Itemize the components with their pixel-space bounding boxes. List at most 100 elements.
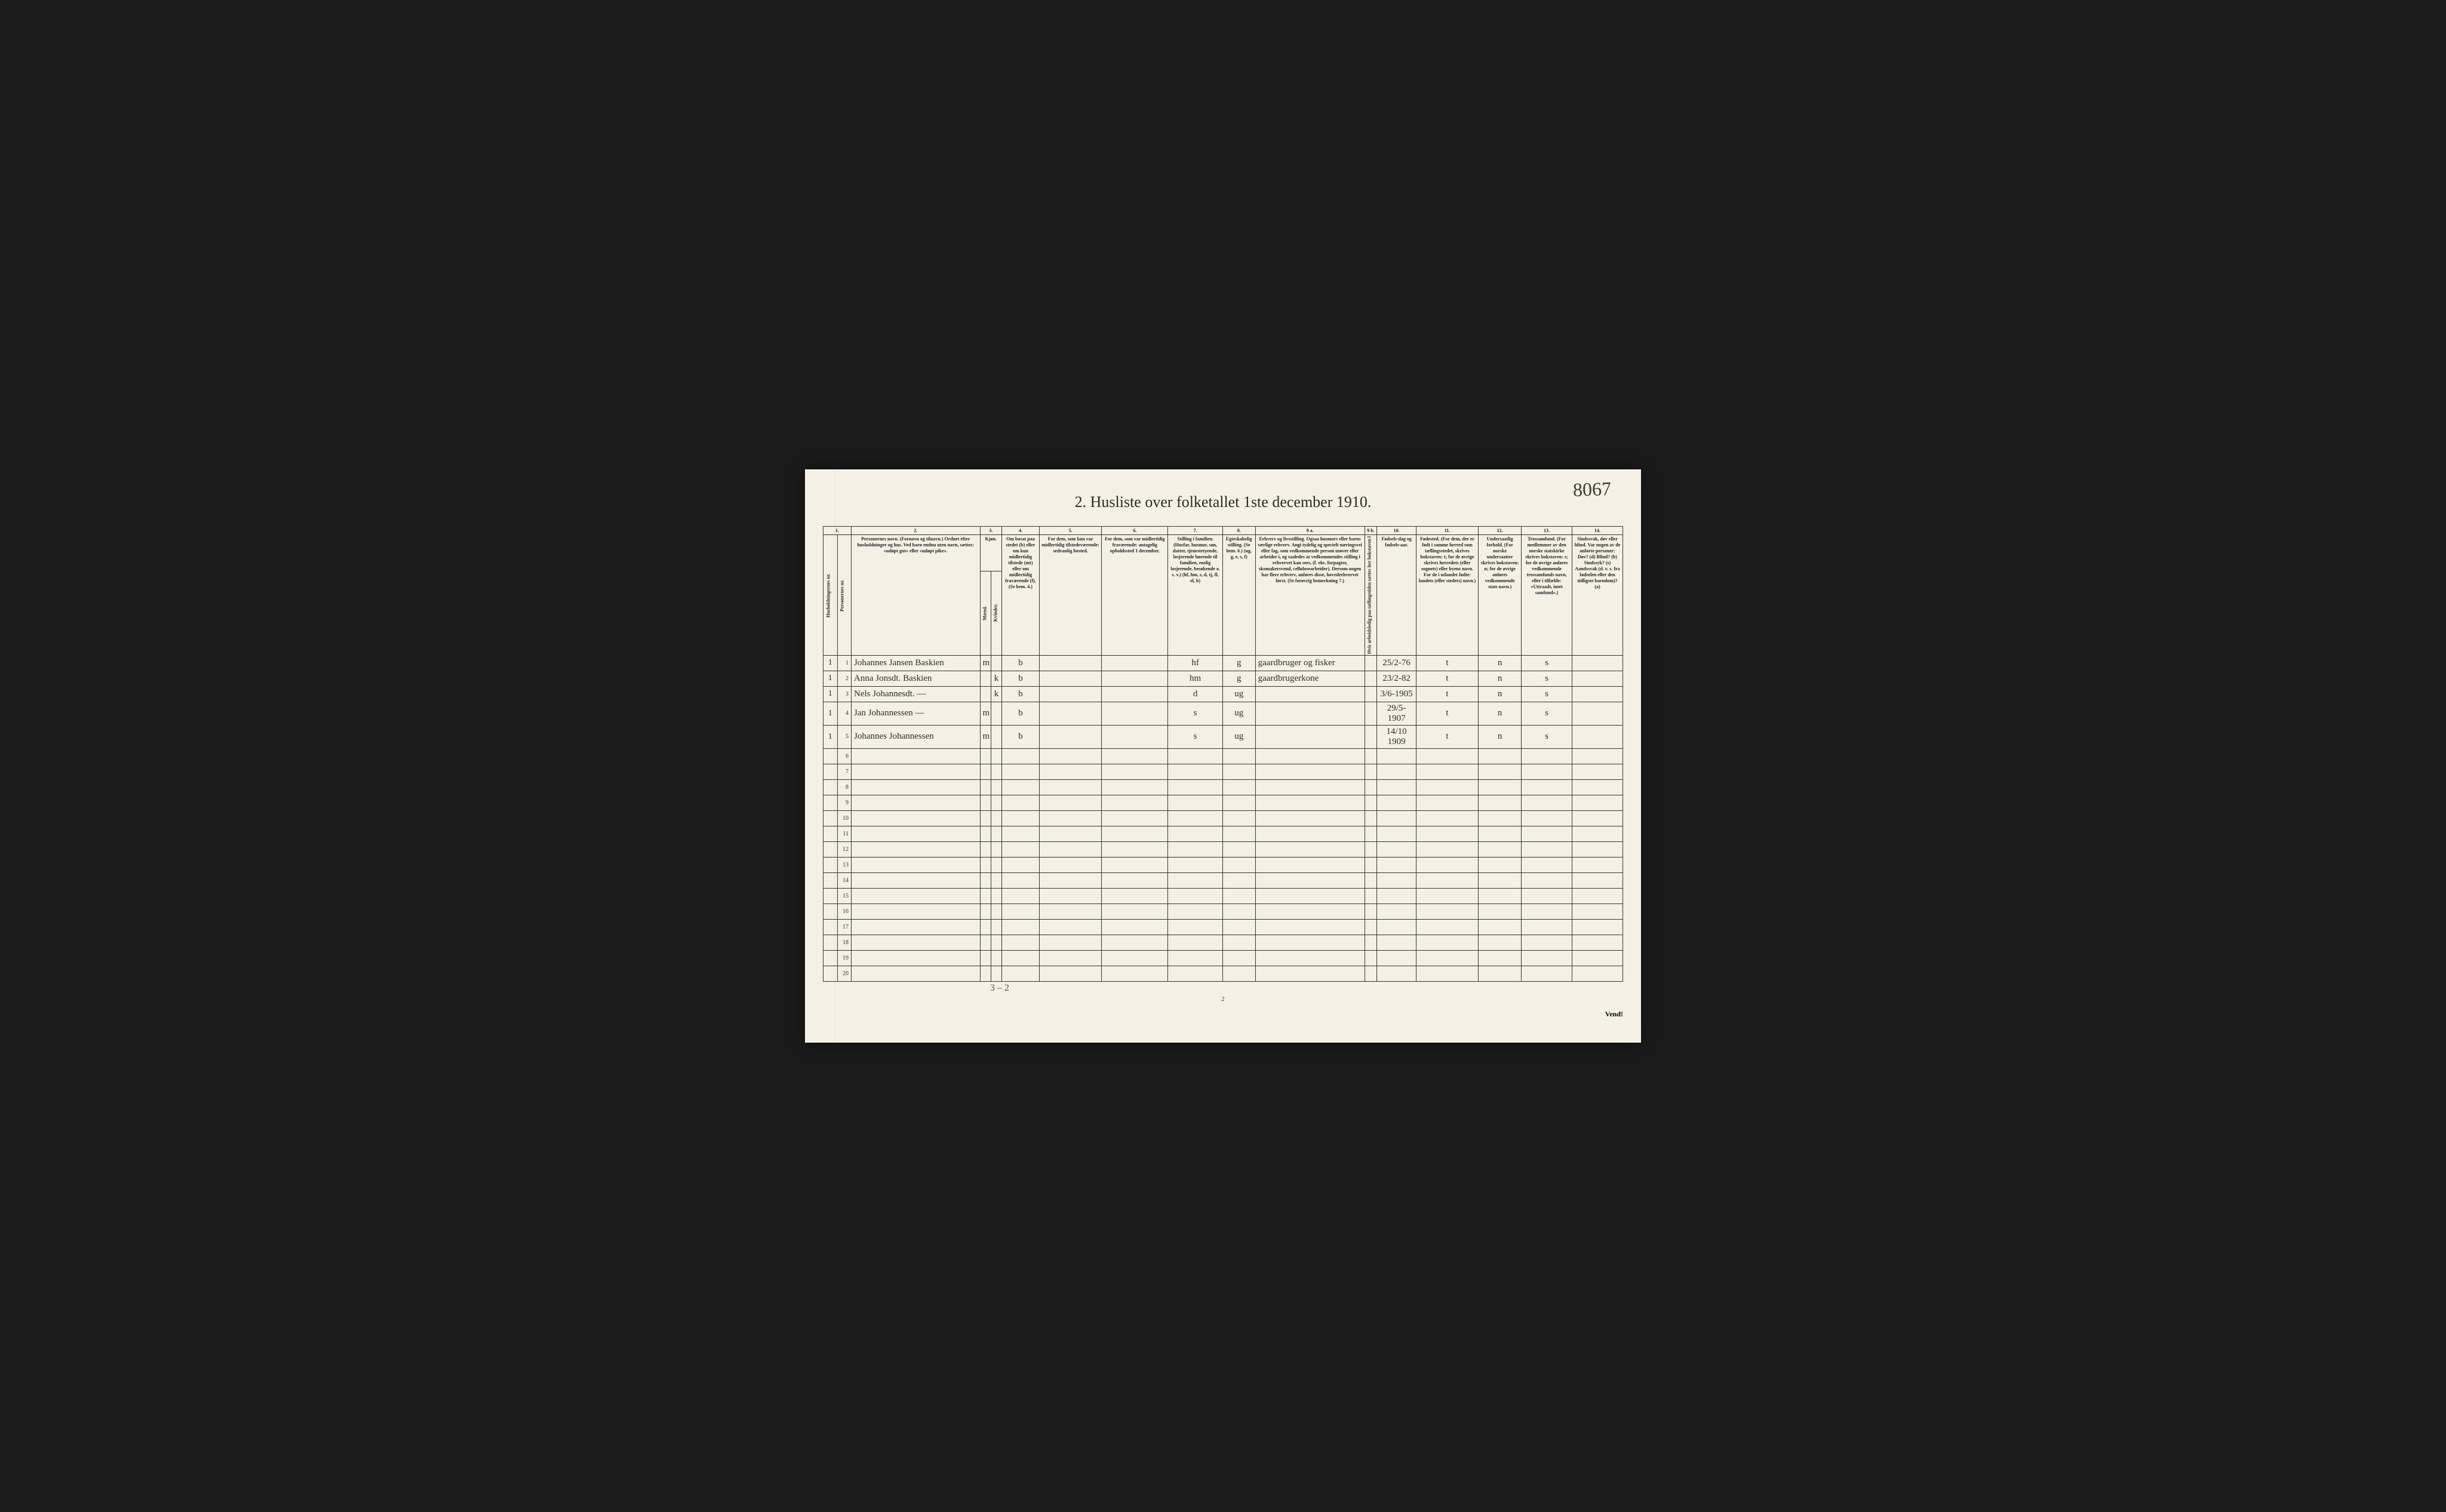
cell-disability — [1572, 888, 1623, 903]
cell-household: 1 — [823, 671, 838, 686]
cell-marital — [1222, 857, 1255, 872]
cell-occupation — [1255, 725, 1365, 748]
cell-religion — [1522, 810, 1572, 826]
cell-temp-present — [1039, 655, 1102, 671]
cell-name — [852, 903, 981, 919]
cell-unemployed — [1365, 950, 1377, 966]
cell-name: Johannes Johannessen — [852, 725, 981, 748]
cell-occupation — [1255, 686, 1365, 702]
cell-household: 1 — [823, 655, 838, 671]
cell-unemployed — [1365, 826, 1377, 841]
census-table: 1.2.3.4.5.6.7.8.9 a.9 b.10.11.12.13.14. … — [823, 526, 1623, 982]
cell-birthplace: t — [1416, 655, 1479, 671]
cell-dob — [1377, 764, 1416, 779]
cell-marital: ug — [1222, 725, 1255, 748]
cell-marital — [1222, 764, 1255, 779]
table-body: 11Johannes Jansen Baskienmbhfggaardbruge… — [823, 655, 1623, 981]
cell-nationality — [1479, 841, 1522, 857]
cell-unemployed — [1365, 764, 1377, 779]
cell-unemployed — [1365, 903, 1377, 919]
cell-household — [823, 919, 838, 935]
table-row: 18 — [823, 935, 1623, 950]
cell-unemployed — [1365, 919, 1377, 935]
cell-sex-m: m — [980, 702, 991, 725]
column-number: 3. — [980, 527, 1002, 535]
cell-person-no: 10 — [837, 810, 852, 826]
cell-nationality — [1479, 764, 1522, 779]
cell-sex-k — [991, 919, 1001, 935]
cell-dob — [1377, 935, 1416, 950]
cell-religion: s — [1522, 671, 1572, 686]
cell-family-pos — [1168, 903, 1222, 919]
cell-occupation — [1255, 779, 1365, 795]
table-row: 19 — [823, 950, 1623, 966]
cell-name — [852, 779, 981, 795]
cell-disability — [1572, 655, 1623, 671]
cell-household — [823, 795, 838, 810]
cell-name — [852, 966, 981, 981]
table-row: 7 — [823, 764, 1623, 779]
cell-birthplace — [1416, 748, 1479, 764]
hdr-nationality: Undersaatlig forhold. (For norske unders… — [1479, 535, 1522, 656]
cell-sex-m — [980, 764, 991, 779]
cell-family-pos: hf — [1168, 655, 1222, 671]
cell-nationality: n — [1479, 725, 1522, 748]
cell-unemployed — [1365, 810, 1377, 826]
cell-disability — [1572, 903, 1623, 919]
cell-sex-k — [991, 655, 1001, 671]
cell-marital — [1222, 888, 1255, 903]
cell-occupation — [1255, 764, 1365, 779]
cell-sex-k — [991, 702, 1001, 725]
cell-family-pos — [1168, 748, 1222, 764]
cell-disability — [1572, 702, 1623, 725]
cell-person-no: 16 — [837, 903, 852, 919]
cell-religion — [1522, 935, 1572, 950]
cell-occupation — [1255, 950, 1365, 966]
cell-occupation — [1255, 810, 1365, 826]
cell-sex-k — [991, 779, 1001, 795]
page-title: 2. Husliste over folketallet 1ste decemb… — [823, 493, 1623, 511]
cell-birthplace: t — [1416, 725, 1479, 748]
cell-birthplace — [1416, 857, 1479, 872]
cell-name — [852, 795, 981, 810]
cell-dob: 14/10 1909 — [1377, 725, 1416, 748]
cell-residence: b — [1002, 671, 1040, 686]
cell-residence — [1002, 935, 1040, 950]
cell-family-pos — [1168, 872, 1222, 888]
cell-temp-absent — [1102, 810, 1168, 826]
cell-dob — [1377, 810, 1416, 826]
cell-marital: ug — [1222, 702, 1255, 725]
cell-family-pos — [1168, 857, 1222, 872]
column-number: 9 a. — [1255, 527, 1365, 535]
cell-nationality — [1479, 779, 1522, 795]
cell-family-pos — [1168, 826, 1222, 841]
cell-temp-present — [1039, 857, 1102, 872]
cell-occupation — [1255, 748, 1365, 764]
cell-nationality: n — [1479, 686, 1522, 702]
cell-disability — [1572, 795, 1623, 810]
cell-religion — [1522, 857, 1572, 872]
table-row: 13Nels Johannesdt. —kbdug3/6-1905tns — [823, 686, 1623, 702]
cell-unemployed — [1365, 966, 1377, 981]
cell-person-no: 20 — [837, 966, 852, 981]
cell-name — [852, 935, 981, 950]
column-number: 14. — [1572, 527, 1623, 535]
column-number: 9 b. — [1365, 527, 1377, 535]
cell-family-pos — [1168, 795, 1222, 810]
cell-person-no: 8 — [837, 779, 852, 795]
cell-household: 1 — [823, 686, 838, 702]
cell-residence — [1002, 810, 1040, 826]
cell-religion — [1522, 966, 1572, 981]
table-row: 17 — [823, 919, 1623, 935]
cell-marital — [1222, 935, 1255, 950]
cell-temp-absent — [1102, 686, 1168, 702]
cell-religion — [1522, 888, 1572, 903]
cell-occupation — [1255, 826, 1365, 841]
cell-household — [823, 841, 838, 857]
table-row: 9 — [823, 795, 1623, 810]
header-row-main: Husholdningernes nr. Personernes nr. Per… — [823, 535, 1623, 571]
cell-marital: ug — [1222, 686, 1255, 702]
cell-temp-absent — [1102, 764, 1168, 779]
cell-temp-absent — [1102, 919, 1168, 935]
cell-sex-m — [980, 671, 991, 686]
